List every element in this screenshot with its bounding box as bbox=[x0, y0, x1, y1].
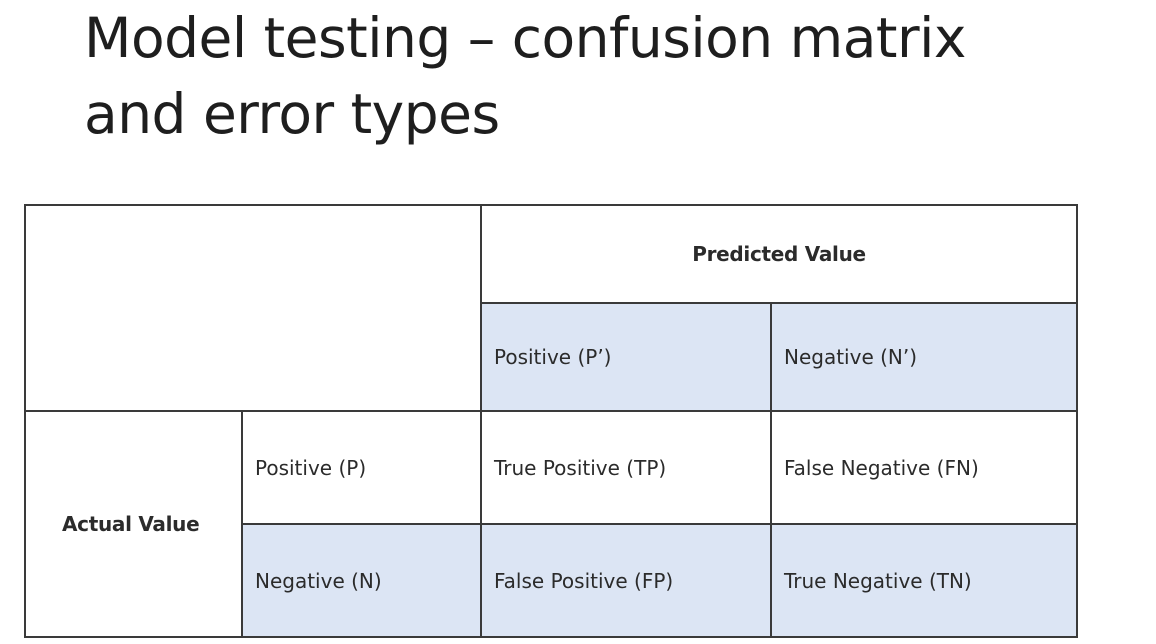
predicted-positive-cell: Positive (P’) bbox=[481, 303, 771, 411]
table-line-header bbox=[480, 302, 1078, 304]
table-border-bottom bbox=[24, 636, 1078, 638]
true-negative-label: True Negative (TN) bbox=[784, 568, 972, 593]
table-border-right bbox=[1076, 204, 1078, 638]
false-positive-cell: False Positive (FP) bbox=[481, 524, 771, 637]
table-line-mid bbox=[24, 410, 1078, 412]
table-border-top bbox=[24, 204, 1078, 206]
true-positive-label: True Positive (TP) bbox=[494, 455, 667, 480]
true-negative-cell: True Negative (TN) bbox=[771, 524, 1077, 637]
title-line-2: and error types bbox=[84, 82, 500, 146]
title-line-1: Model testing – confusion matrix bbox=[84, 6, 966, 70]
false-negative-cell: False Negative (FN) bbox=[771, 411, 1077, 524]
predicted-value-header: Predicted Value bbox=[481, 205, 1077, 303]
table-line-lower bbox=[241, 523, 1078, 525]
empty-corner-cell bbox=[25, 205, 481, 411]
table-line-actual-split bbox=[241, 410, 243, 638]
actual-positive-cell: Positive (P) bbox=[242, 411, 481, 524]
actual-positive-label: Positive (P) bbox=[255, 455, 367, 480]
false-positive-label: False Positive (FP) bbox=[494, 568, 674, 593]
actual-negative-cell: Negative (N) bbox=[242, 524, 481, 637]
table-line-class-split bbox=[770, 302, 772, 638]
slide-title: Model testing – confusion matrix and err… bbox=[84, 0, 1084, 152]
table-line-predicted-split bbox=[480, 204, 482, 638]
actual-value-header: Actual Value bbox=[25, 411, 242, 637]
false-negative-label: False Negative (FN) bbox=[784, 455, 979, 480]
table-border-left bbox=[24, 204, 26, 638]
predicted-positive-label: Positive (P’) bbox=[494, 345, 612, 369]
predicted-negative-cell: Negative (N’) bbox=[771, 303, 1077, 411]
predicted-value-label: Predicted Value bbox=[692, 242, 866, 266]
actual-negative-label: Negative (N) bbox=[255, 568, 382, 593]
predicted-negative-label: Negative (N’) bbox=[784, 345, 918, 369]
actual-value-label: Actual Value bbox=[62, 512, 200, 536]
true-positive-cell: True Positive (TP) bbox=[481, 411, 771, 524]
